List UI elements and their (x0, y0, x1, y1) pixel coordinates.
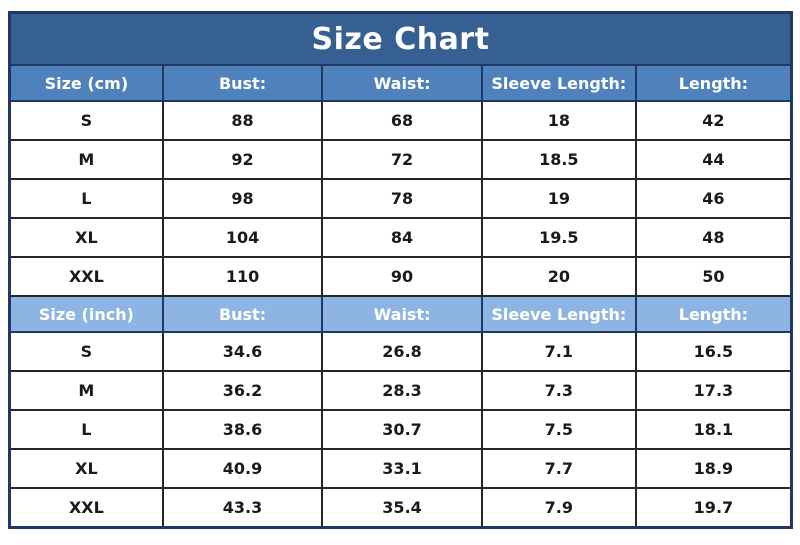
measurement-cell: 44 (634, 139, 793, 180)
measurement-cell: 18 (480, 100, 637, 141)
measurement-cell: 40.9 (161, 448, 324, 489)
column-header: Length: (634, 64, 793, 102)
measurement-cell: 20 (480, 256, 637, 297)
table-row: XL 40.9 33.1 7.7 18.9 (8, 448, 793, 489)
measurement-cell: 78 (321, 178, 483, 219)
column-header: Bust: (161, 64, 324, 102)
size-label-cell: M (8, 370, 164, 411)
column-header: Waist: (321, 64, 483, 102)
measurement-cell: 84 (321, 217, 483, 258)
measurement-cell: 36.2 (161, 370, 324, 411)
measurement-cell: 18.9 (634, 448, 793, 489)
measurement-cell: 7.9 (480, 487, 637, 529)
measurement-cell: 16.5 (634, 331, 793, 372)
page-title: Size Chart (8, 11, 793, 66)
measurement-cell: 26.8 (321, 331, 483, 372)
measurement-cell: 38.6 (161, 409, 324, 450)
measurement-cell: 19.7 (634, 487, 793, 529)
measurement-cell: 43.3 (161, 487, 324, 529)
measurement-cell: 7.7 (480, 448, 637, 489)
header-row-cm: Size (cm) Bust: Waist: Sleeve Length: Length… (8, 64, 793, 102)
measurement-cell: 90 (321, 256, 483, 297)
measurement-cell: 92 (161, 139, 324, 180)
measurement-cell: 42 (634, 100, 793, 141)
column-header: Size (inch) (8, 295, 164, 333)
size-label-cell: XL (8, 217, 164, 258)
measurement-cell: 33.1 (321, 448, 483, 489)
column-header: Sleeve Length: (480, 295, 637, 333)
table-row: S 88 68 18 42 (8, 100, 793, 141)
table-row: XXL 43.3 35.4 7.9 19.7 (8, 487, 793, 529)
measurement-cell: 48 (634, 217, 793, 258)
measurement-cell: 19.5 (480, 217, 637, 258)
size-label-cell: M (8, 139, 164, 180)
measurement-cell: 98 (161, 178, 324, 219)
size-label-cell: L (8, 409, 164, 450)
size-label-cell: L (8, 178, 164, 219)
measurement-cell: 18.5 (480, 139, 637, 180)
measurement-cell: 110 (161, 256, 324, 297)
column-header: Size (cm) (8, 64, 164, 102)
column-header: Length: (634, 295, 793, 333)
measurement-cell: 35.4 (321, 487, 483, 529)
measurement-cell: 68 (321, 100, 483, 141)
measurement-cell: 50 (634, 256, 793, 297)
measurement-cell: 17.3 (634, 370, 793, 411)
table-row: M 36.2 28.3 7.3 17.3 (8, 370, 793, 411)
size-label-cell: XL (8, 448, 164, 489)
table-row: XXL 110 90 20 50 (8, 256, 793, 297)
column-header: Waist: (321, 295, 483, 333)
measurement-cell: 46 (634, 178, 793, 219)
title-row: Size Chart (8, 11, 793, 66)
measurement-cell: 104 (161, 217, 324, 258)
measurement-cell: 72 (321, 139, 483, 180)
measurement-cell: 18.1 (634, 409, 793, 450)
column-header: Bust: (161, 295, 324, 333)
size-chart-table: Size Chart Size (cm) Bust: Waist: Sleeve Le… (8, 11, 793, 529)
table-row: L 38.6 30.7 7.5 18.1 (8, 409, 793, 450)
column-header: Sleeve Length: (480, 64, 637, 102)
measurement-cell: 28.3 (321, 370, 483, 411)
table-row: M 92 72 18.5 44 (8, 139, 793, 180)
size-label-cell: XXL (8, 487, 164, 529)
measurement-cell: 88 (161, 100, 324, 141)
measurement-cell: 34.6 (161, 331, 324, 372)
header-row-inch: Size (inch) Bust: Waist: Sleeve Length: Leng… (8, 295, 793, 333)
size-label-cell: S (8, 100, 164, 141)
table-row: L 98 78 19 46 (8, 178, 793, 219)
measurement-cell: 30.7 (321, 409, 483, 450)
size-label-cell: XXL (8, 256, 164, 297)
table-row: S 34.6 26.8 7.1 16.5 (8, 331, 793, 372)
measurement-cell: 7.5 (480, 409, 637, 450)
measurement-cell: 7.3 (480, 370, 637, 411)
measurement-cell: 7.1 (480, 331, 637, 372)
measurement-cell: 19 (480, 178, 637, 219)
size-label-cell: S (8, 331, 164, 372)
table-row: XL 104 84 19.5 48 (8, 217, 793, 258)
